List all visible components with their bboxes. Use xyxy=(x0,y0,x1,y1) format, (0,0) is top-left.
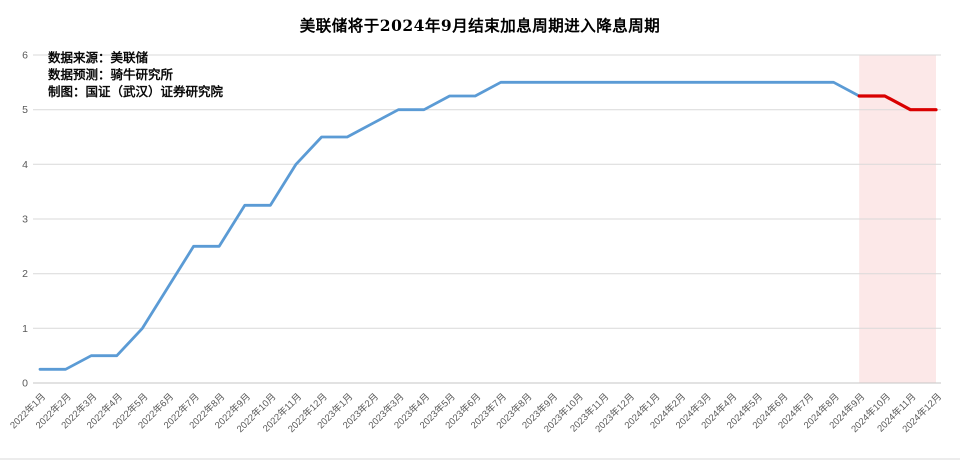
y-tick-label: 0 xyxy=(22,378,28,390)
chart-annotation: 数据来源：美联储 数据预测：骑牛研究所 制图：国证（武汉）证券研究院 xyxy=(48,50,223,101)
y-tick-label: 3 xyxy=(22,214,28,226)
y-tick-label: 5 xyxy=(22,104,28,116)
y-tick-label: 6 xyxy=(22,50,28,62)
chart-bottom-border xyxy=(0,458,960,460)
y-tick-label: 4 xyxy=(22,159,28,171)
y-tick-label: 1 xyxy=(22,323,28,335)
chart-title: 美联储将于2024年9月结束加息周期进入降息周期 xyxy=(299,16,661,35)
y-tick-label: 2 xyxy=(22,268,28,280)
annotation-forecast-source: 数据预测：骑牛研究所 xyxy=(48,68,174,82)
series-forecast-line xyxy=(857,94,938,112)
annotation-data-source: 数据来源：美联储 xyxy=(48,51,149,65)
annotation-credit: 制图：国证（武汉）证券研究院 xyxy=(48,85,224,99)
series-actual-line xyxy=(38,80,861,371)
